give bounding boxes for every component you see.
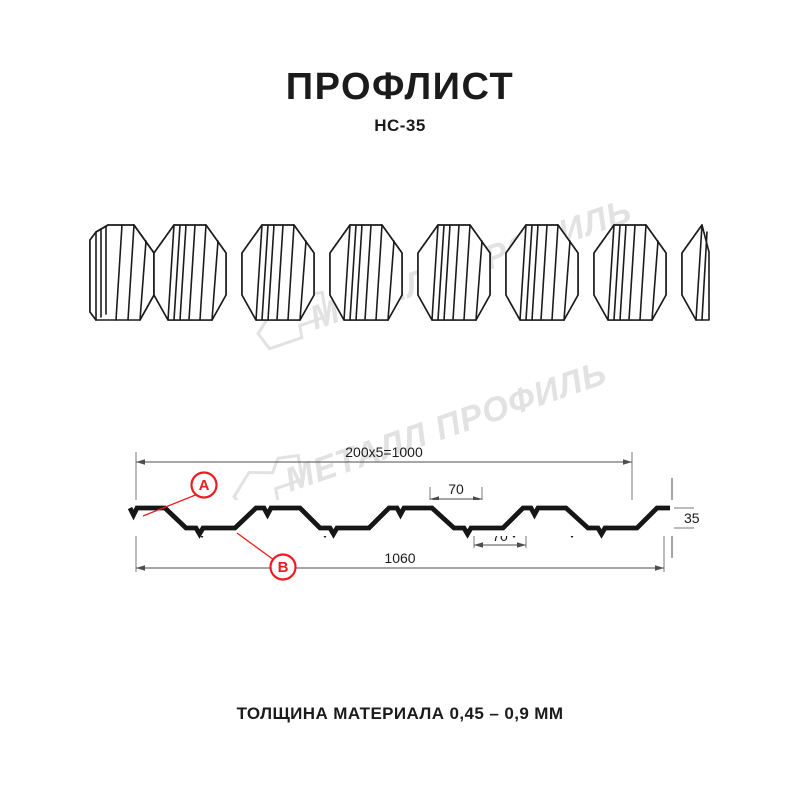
watermark-label-2: МЕТАЛЛ ПРОФИЛЬ xyxy=(280,354,612,500)
isometric-profile-illustration xyxy=(89,224,710,321)
dimension-height: 35 xyxy=(663,478,700,558)
cross-section-drawing: 200x5=1000 70 70 35 1060 xyxy=(126,444,700,581)
dimension-overall-width-label: 1060 xyxy=(384,550,415,566)
dimension-top-flat-label: 70 xyxy=(448,481,464,497)
dimension-overall-width: 1060 xyxy=(136,550,664,571)
material-thickness-note: ТОЛЩИНА МАТЕРИАЛА 0,45 – 0,9 ММ xyxy=(236,704,564,723)
callout-a-label: A xyxy=(199,477,210,494)
callout-a[interactable]: A xyxy=(142,471,218,517)
callout-b-label: B xyxy=(278,559,289,576)
dimension-height-label: 35 xyxy=(684,510,700,526)
callout-b-circle[interactable] xyxy=(269,553,297,581)
profile-outline-final xyxy=(127,505,670,539)
page-subtitle: НС-35 xyxy=(374,116,426,135)
page-title: ПРОФЛИСТ xyxy=(285,66,515,108)
callout-b[interactable]: B xyxy=(236,532,297,581)
dimension-pitch-total-label: 200x5=1000 xyxy=(345,444,423,460)
dimension-top-flat: 70 xyxy=(430,481,482,502)
dimension-pitch-total: 200x5=1000 xyxy=(136,444,632,465)
callout-a-circle[interactable] xyxy=(190,471,218,499)
watermark-bottom: МЕТАЛЛ ПРОФИЛЬ xyxy=(232,354,612,514)
